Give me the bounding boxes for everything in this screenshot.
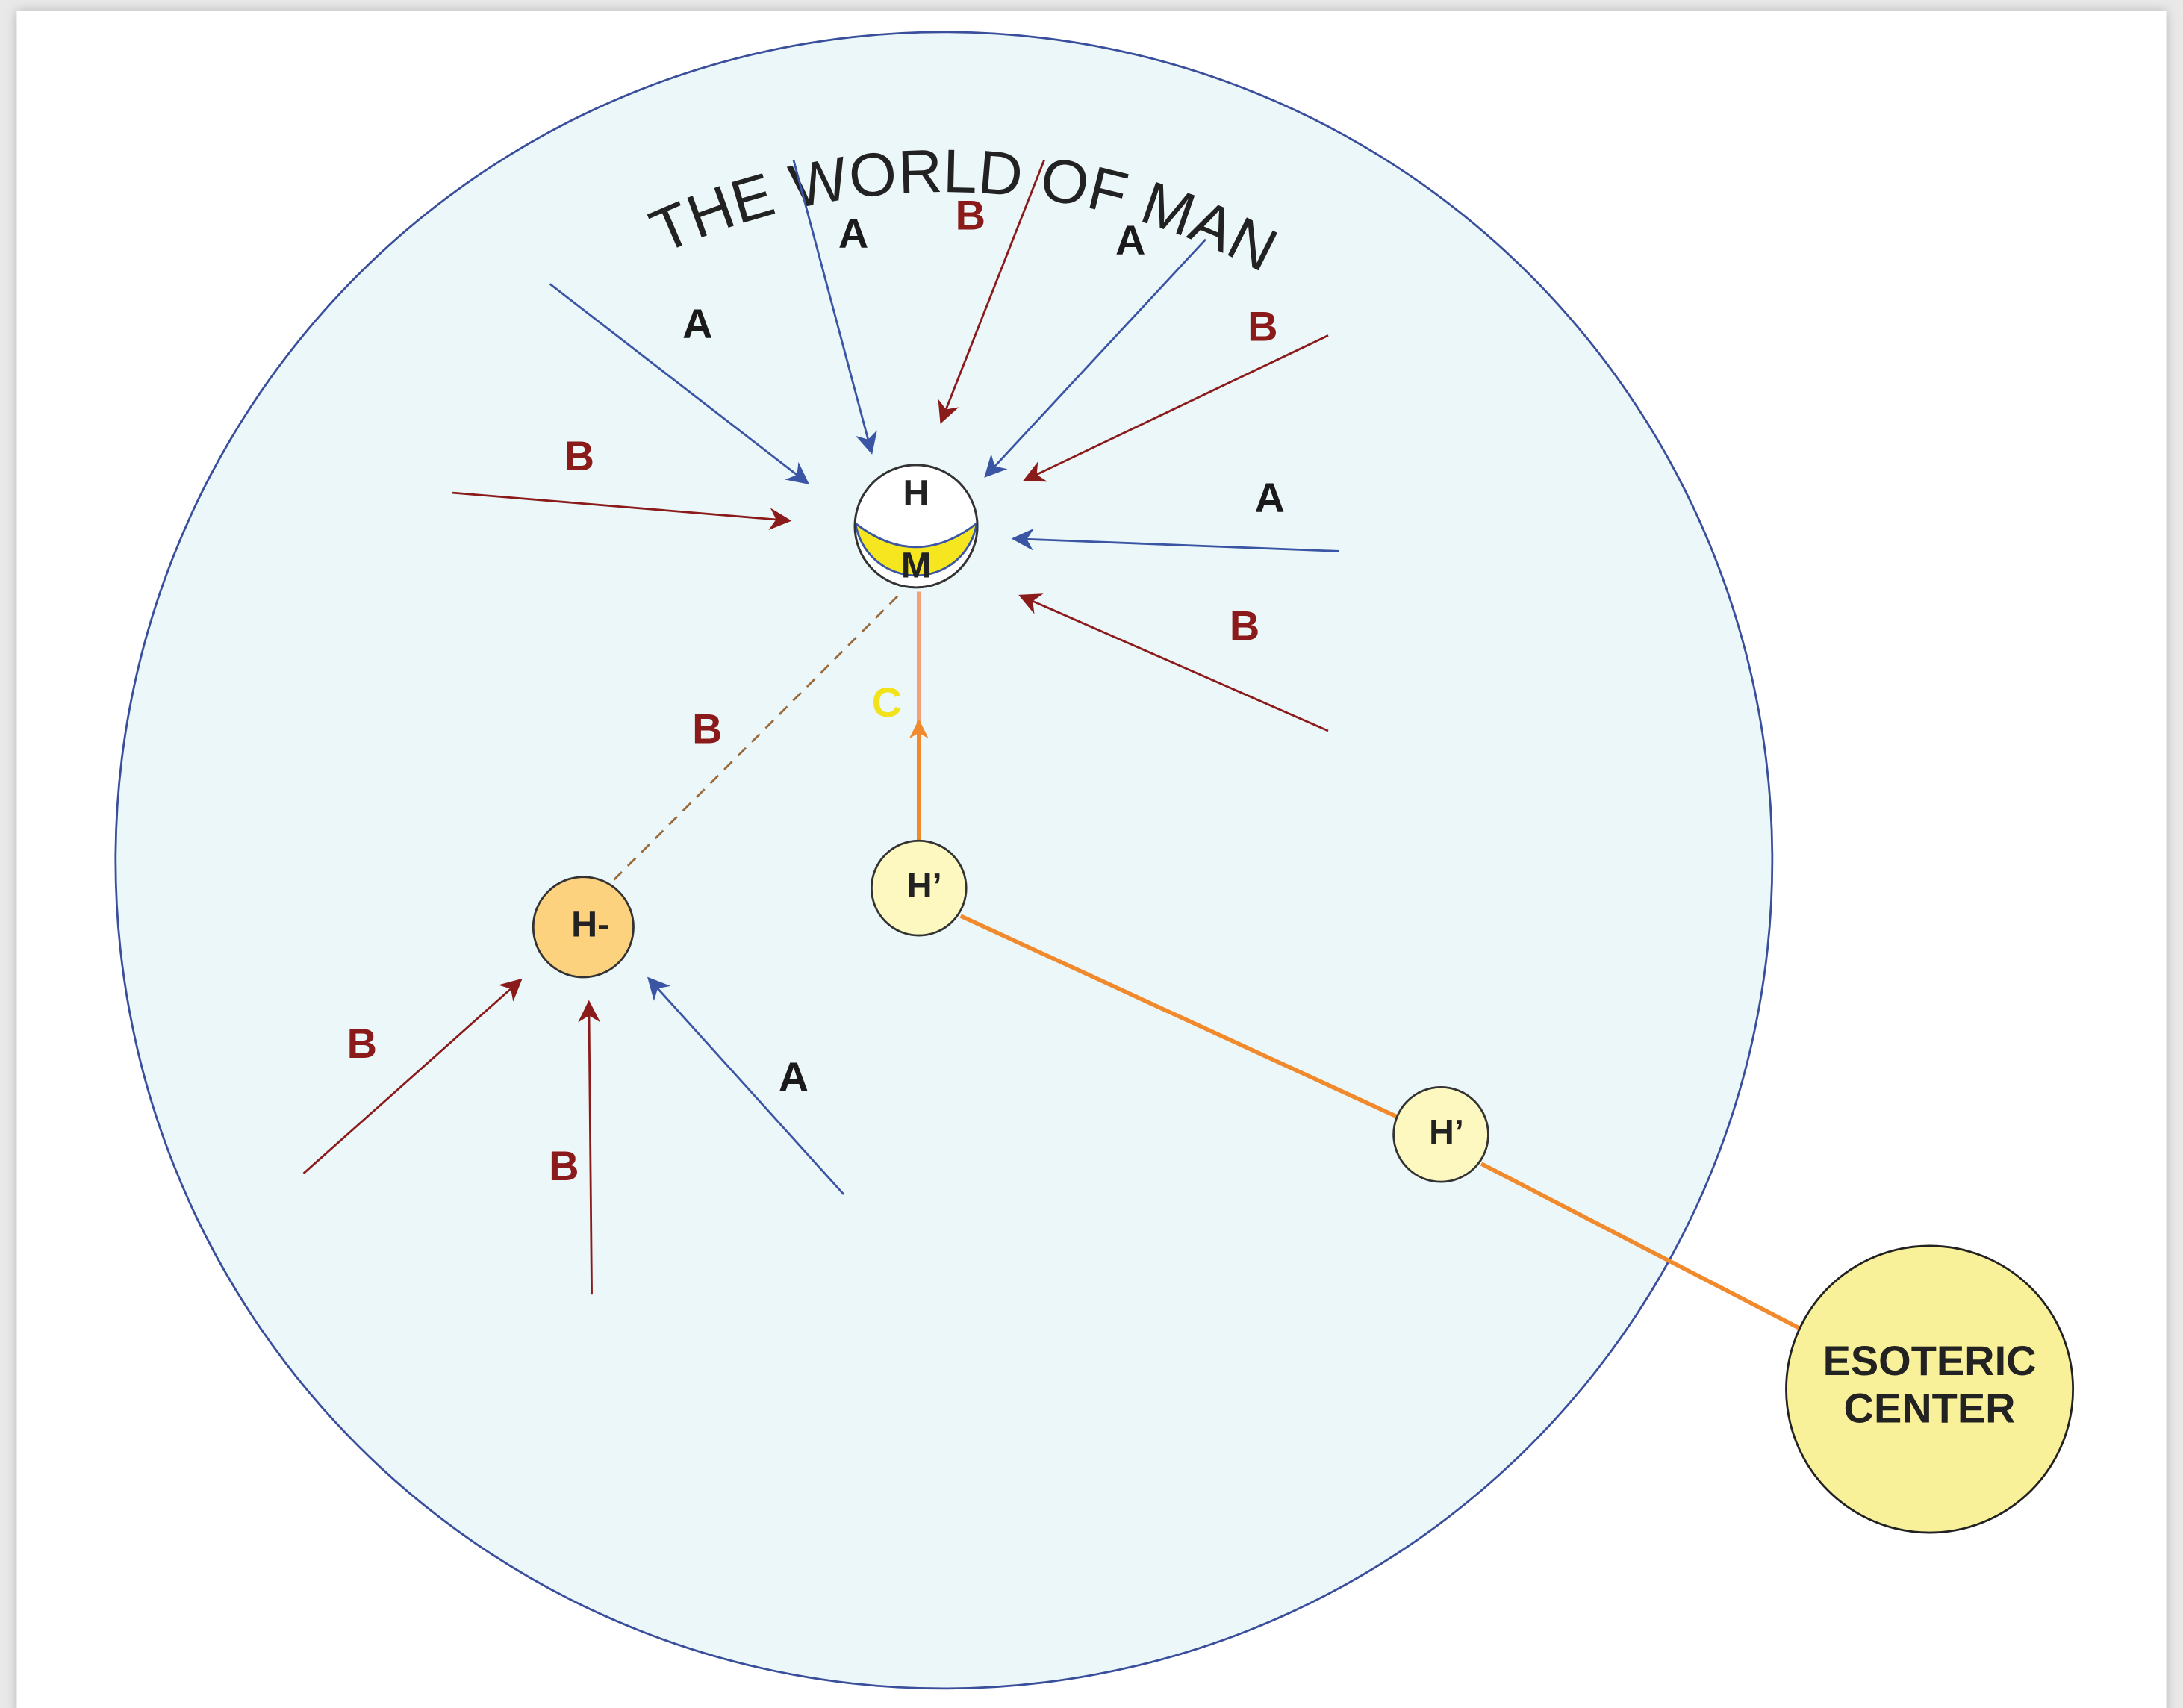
influence-label: C [872, 679, 902, 726]
dashed-link [613, 595, 899, 881]
labels: A A B A B B A B B C B B A [347, 192, 1285, 1190]
node-half [854, 520, 979, 577]
influence-arrow [549, 283, 809, 484]
node: H’ [1392, 1085, 1489, 1183]
influence-arrow [938, 159, 1045, 424]
node-circle [870, 839, 968, 937]
influence-label: A [682, 300, 712, 347]
esoteric-node: ESOTERIC CENTER [1785, 1244, 2075, 1534]
influence-label: B [1230, 602, 1259, 649]
influence-arrow [792, 160, 877, 455]
node-label: H- [571, 905, 609, 945]
influence-label: B [956, 192, 985, 239]
influence-arrow [1022, 334, 1329, 482]
influence-label: B [1248, 303, 1277, 350]
influence-label: B [347, 1020, 377, 1067]
influence-arrow [1011, 528, 1339, 552]
arrows [302, 159, 1811, 1335]
node-circle [1392, 1085, 1489, 1183]
influence-arrow [578, 1000, 601, 1295]
node-outline [853, 464, 979, 589]
center-node: H M [853, 464, 979, 589]
node-label: CENTER [1844, 1385, 2016, 1432]
node-label: M [901, 546, 931, 586]
influence-arrow [984, 238, 1206, 478]
influence-label: B [549, 1142, 579, 1189]
link [1480, 1162, 1811, 1335]
influence-label: B [692, 705, 722, 752]
node-circle [532, 876, 635, 979]
node-label: ESOTERIC [1823, 1337, 2037, 1384]
node-label: H’ [907, 866, 942, 905]
node: H- [532, 876, 635, 979]
node-label: H [903, 473, 929, 514]
node-circle [1785, 1244, 2075, 1534]
influence-label: A [1254, 474, 1284, 521]
influence-arrow [452, 491, 792, 531]
node-label: H’ [1429, 1112, 1464, 1151]
influence-label: A [779, 1053, 809, 1100]
influence-label: A [838, 210, 868, 257]
influence-arrow [302, 978, 523, 1174]
influence-label: A [1115, 216, 1145, 264]
influence-label: B [564, 432, 594, 479]
node: H’ [870, 839, 968, 937]
influence-arrow [1018, 593, 1329, 732]
influence-arrow [647, 976, 845, 1195]
link [959, 914, 1398, 1119]
